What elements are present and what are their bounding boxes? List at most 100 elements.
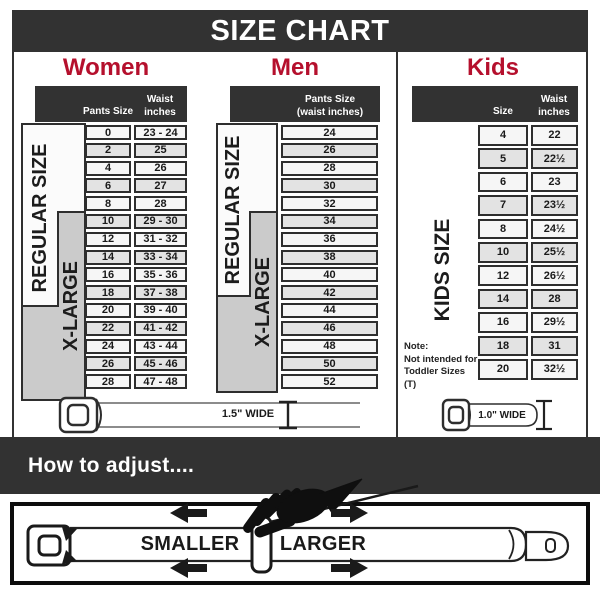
panel-left-border: [12, 52, 14, 437]
men-table-row: 46: [281, 320, 378, 336]
kids-waist-cell: 32½: [531, 358, 578, 380]
men-table-row: 32: [281, 196, 378, 212]
pants-size-cell: 12: [85, 231, 131, 247]
waist-size-cell: 42: [281, 285, 378, 301]
waist-inches-cell: 37 - 38: [134, 285, 187, 301]
men-header-line2: (waist inches): [296, 106, 364, 118]
women-waist-column-header: Waist inches: [130, 94, 190, 119]
kids-size-cell: 12: [478, 265, 528, 286]
waist-size-cell: 28: [281, 160, 378, 176]
kids-column-title: Kids: [466, 54, 519, 81]
men-table-row: 28: [281, 160, 378, 176]
women-column-title: Women: [62, 54, 150, 81]
men-regular-size-label: REGULAR SIZE: [222, 135, 244, 285]
kids-size-cell: 6: [478, 171, 528, 193]
waist-size-cell: 24: [281, 125, 378, 140]
kids-note-line1: Note:: [404, 341, 429, 352]
pants-size-cell: 24: [85, 338, 131, 354]
men-table-row: 52: [281, 374, 378, 390]
pants-size-cell: 4: [85, 160, 131, 176]
pants-size-cell: 20: [85, 302, 131, 318]
pants-size-cell: 0: [85, 125, 131, 140]
waist-size-cell: 26: [281, 142, 378, 158]
kids-waist-cell: 26½: [531, 265, 578, 286]
kids-size-cell: 16: [478, 312, 528, 333]
kids-waist-cell: 22: [531, 125, 578, 146]
men-table-row: 48: [281, 338, 378, 354]
waist-inches-cell: 35 - 36: [134, 267, 187, 283]
waist-size-cell: 50: [281, 356, 378, 372]
pants-size-cell: 10: [85, 213, 131, 229]
waist-inches-cell: 23 - 24: [134, 125, 187, 140]
men-kids-divider: [396, 52, 398, 437]
waist-inches-cell: 31 - 32: [134, 231, 187, 247]
kids-size-cell: 4: [478, 125, 528, 146]
kids-size-cell: 18: [478, 335, 528, 357]
kids-note-line3: Toddler Sizes (T): [404, 366, 466, 390]
women-table-row: 22 41 - 42: [85, 320, 187, 336]
kids-table-row: 14 28: [478, 288, 578, 310]
men-table-row: 40: [281, 267, 378, 283]
kids-belt-width-label: 1.0" WIDE: [478, 410, 526, 421]
kids-waist-cell: 28: [531, 288, 578, 310]
waist-inches-cell: 33 - 34: [134, 249, 187, 265]
waist-size-cell: 52: [281, 374, 378, 390]
size-chart-header-bar: SIZE CHART: [12, 10, 588, 52]
kids-waist-cell: 25½: [531, 241, 578, 263]
pants-size-cell: 28: [85, 374, 131, 390]
women-size-table: 0 23 - 24 2 25 4 26 6 27 8 28 10 29 - 30…: [85, 125, 187, 390]
women-table-row: 4 26: [85, 160, 187, 176]
how-to-adjust-bar: How to adjust....: [0, 437, 600, 494]
women-waist-header-line1: Waist: [146, 94, 174, 105]
women-table-row: 8 28: [85, 196, 187, 212]
waist-size-cell: 32: [281, 196, 378, 212]
men-table-header: [230, 86, 380, 122]
panel-right-border: [586, 52, 588, 437]
pants-size-cell: 2: [85, 142, 131, 158]
pants-size-cell: 16: [85, 267, 131, 283]
men-table-row: 26: [281, 142, 378, 158]
how-to-adjust-title: How to adjust....: [28, 454, 195, 477]
waist-inches-cell: 45 - 46: [134, 356, 187, 372]
pants-size-cell: 8: [85, 196, 131, 212]
kids-size-cell: 8: [478, 218, 528, 240]
women-table-row: 6 27: [85, 178, 187, 194]
pants-size-cell: 22: [85, 320, 131, 336]
waist-size-cell: 34: [281, 213, 378, 229]
waist-size-cell: 38: [281, 249, 378, 265]
women-table-row: 2 25: [85, 142, 187, 158]
men-column-header: Pants Size (waist inches): [270, 94, 390, 119]
kids-waist-cell: 29½: [531, 312, 578, 333]
women-xlarge-label: X-LARGE: [60, 261, 82, 351]
kids-size-column-header: Size: [492, 106, 513, 117]
kids-size-cell: 5: [478, 148, 528, 169]
waist-inches-cell: 39 - 40: [134, 302, 187, 318]
kids-note-line2: Not intended for: [404, 353, 478, 365]
kids-table-header: [412, 86, 578, 122]
kids-size-cell: 7: [478, 195, 528, 216]
men-table-row: 36: [281, 231, 378, 247]
women-table-row: 14 33 - 34: [85, 249, 187, 265]
smaller-label: SMALLER: [140, 533, 240, 555]
kids-table-row: 10 25½: [478, 241, 578, 263]
kids-table-row: 7 23½: [478, 195, 578, 216]
pants-size-cell: 18: [85, 285, 131, 301]
women-size-column-header: Pants Size: [82, 106, 134, 117]
women-table-row: 20 39 - 40: [85, 302, 187, 318]
waist-inches-cell: 26: [134, 160, 187, 176]
kids-size-cell: 14: [478, 288, 528, 310]
pants-size-cell: 14: [85, 249, 131, 265]
women-table-row: 24 43 - 44: [85, 338, 187, 354]
women-waist-header-line2: inches: [144, 106, 176, 118]
waist-size-cell: 40: [281, 267, 378, 283]
waist-inches-cell: 43 - 44: [134, 338, 187, 354]
kids-table-row: 6 23: [478, 171, 578, 193]
waist-inches-cell: 27: [134, 178, 187, 194]
kids-size-side-label: KIDS SIZE: [431, 218, 454, 322]
men-table-row: 50: [281, 356, 378, 372]
kids-waist-cell: 23½: [531, 195, 578, 216]
women-table-header: [35, 86, 187, 122]
waist-inches-cell: 41 - 42: [134, 320, 187, 336]
women-table-row: 10 29 - 30: [85, 213, 187, 229]
kids-table-row: 20 32½: [478, 358, 578, 380]
